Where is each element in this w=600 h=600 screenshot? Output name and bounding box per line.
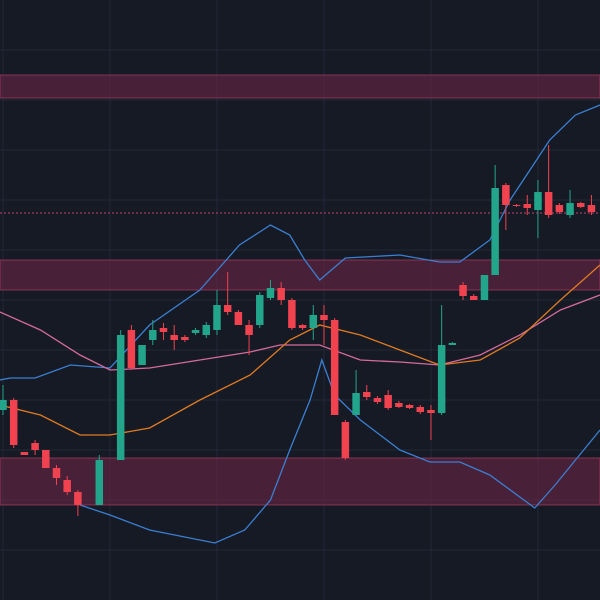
candle-body [42,450,50,468]
candle-body [363,392,371,397]
candle-body [20,452,29,455]
indicator-line [79,357,600,544]
candle-body [9,400,18,445]
candle-body [170,335,178,340]
candle-body [320,315,328,320]
candle-body [159,328,168,332]
candle-body [74,492,82,505]
candle-body [149,330,157,340]
candle-body [384,395,392,408]
candle-body [544,192,553,215]
candle-body [480,275,489,300]
candle-body [95,460,104,505]
candle-body [234,312,243,325]
candle-body [352,393,360,415]
indicator-line [0,294,600,371]
candle-body [266,288,275,298]
candle-body [534,192,542,210]
candle-body [491,188,499,275]
candle-body [427,410,435,413]
candle-body [127,330,136,368]
candle-body [523,204,531,208]
candle-body [555,205,564,212]
candle-body [298,325,307,328]
candle-body [502,185,510,205]
candle-body [341,422,350,458]
candle-body [437,345,446,413]
candle-body [277,288,285,300]
candle-body [223,305,232,312]
candle-body [587,205,596,212]
candle-body [470,296,478,300]
candle-body [245,325,253,335]
candle-body [116,335,125,460]
candle-body [405,405,414,408]
candle-body [63,480,71,492]
candle-body [213,305,221,330]
candle-body [309,315,318,328]
candle-body [138,345,146,365]
zone [0,457,600,506]
candle-body [31,443,39,450]
indicator-line [0,104,600,381]
candle-body [256,295,264,325]
candle-body [181,337,189,340]
candle-body [512,205,521,206]
candle-body [416,407,425,412]
candle-body [0,400,7,410]
candle-body [288,300,296,328]
candle-body [191,330,200,333]
zone [0,259,600,291]
indicator-line [0,264,600,436]
candle-body [395,403,403,407]
candle-body [373,398,382,402]
candle-body [459,285,467,296]
candle-body [566,203,574,215]
candle-body [202,325,211,335]
candle-body [330,320,339,415]
candle-body [52,468,61,478]
zone [0,74,600,99]
candle-body [448,343,457,345]
candle-body [576,203,585,207]
